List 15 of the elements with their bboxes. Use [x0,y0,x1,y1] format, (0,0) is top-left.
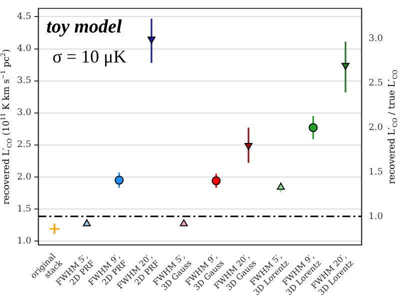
y-tick-label: 3.5 [16,76,32,86]
y-tick-label: 4.5 [16,12,32,22]
y2-tick-label: 2.5 [368,78,384,88]
y2-tick-label: 1.5 [368,167,384,178]
y-tick-label: 4.0 [16,44,32,54]
y2-tick-label: 2.0 [368,122,384,133]
text: σ = 10 μK [52,46,126,66]
y-tick-label: 3.0 [16,108,32,118]
y-tick-label: 1.0 [16,236,32,246]
y-tick-label: 2.5 [16,140,32,150]
y2-tick-label: 3.0 [368,34,384,44]
y-tick-label: 2.0 [16,172,32,182]
y2-tick-label: 1.0 [368,212,384,222]
y-tick-label: 1.5 [16,204,32,214]
chart-title: toy model [46,16,122,38]
